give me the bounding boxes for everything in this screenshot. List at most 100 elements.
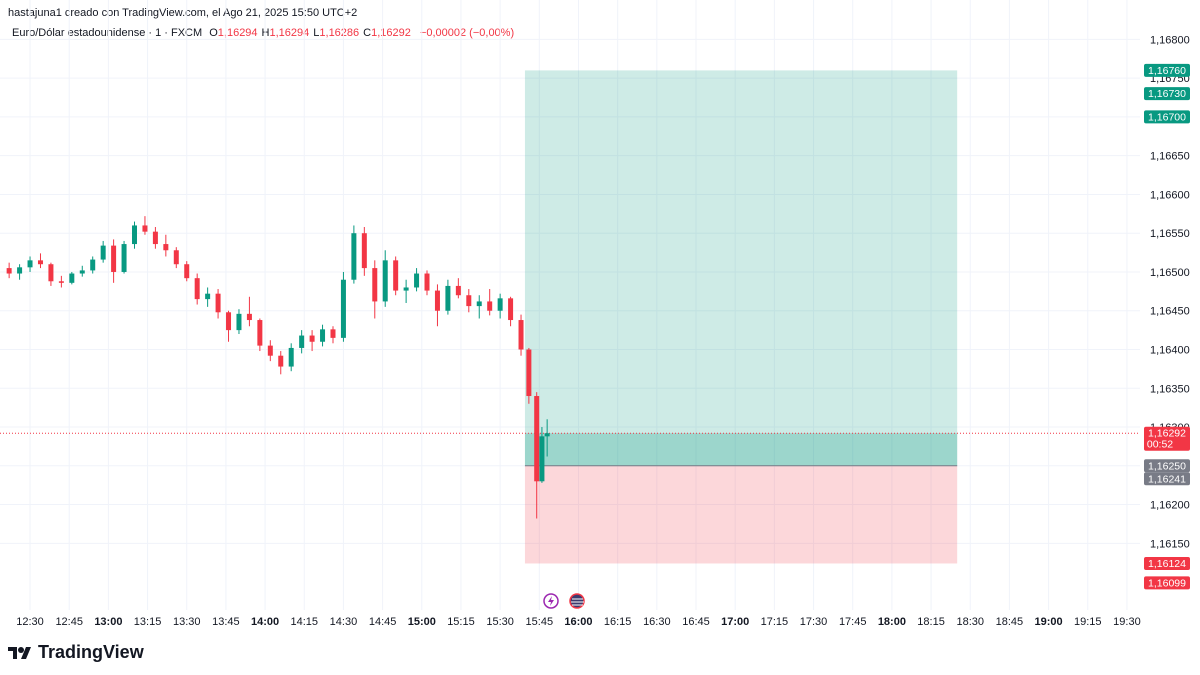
x-tick-label: 15:30 [486, 616, 514, 628]
x-tick-label: 12:45 [55, 616, 83, 628]
x-tick-label: 18:00 [878, 616, 906, 628]
candle-body [58, 281, 64, 283]
price-tag [1144, 87, 1190, 101]
x-tick-label: 18:30 [956, 616, 984, 628]
candle-body [309, 335, 315, 342]
price-change: −0,00002 (−0,00%) [419, 27, 515, 39]
candle-body [539, 436, 545, 482]
candle-body [434, 290, 440, 311]
candle-body [69, 273, 75, 283]
candle-body [152, 231, 158, 245]
price-tag-label: 1,16124 [1148, 558, 1186, 570]
y-tick-label: 1,16500 [1150, 267, 1190, 279]
candle-body [403, 287, 409, 291]
x-tick-label: 15:00 [408, 616, 436, 628]
x-tick-label: 16:15 [604, 616, 632, 628]
logo-text: TradingView [38, 642, 144, 662]
target-zone [524, 70, 958, 466]
y-tick-label: 1,16600 [1150, 189, 1190, 201]
candle-body [184, 264, 190, 279]
x-tick-label: 13:30 [173, 616, 201, 628]
candle-body [393, 260, 399, 291]
y-tick-label: 1,16400 [1150, 345, 1190, 357]
candle-body [79, 270, 85, 274]
candle-body [372, 268, 378, 302]
candle-body [445, 285, 451, 311]
event-icon-glyph [571, 598, 584, 606]
candle-body [226, 312, 232, 331]
candle-body [6, 268, 12, 274]
x-tick-label: 16:45 [682, 616, 710, 628]
x-tick-label: 13:15 [134, 616, 162, 628]
candle-body [163, 244, 169, 251]
price-tag-label: 1,16760 [1148, 65, 1186, 77]
x-tick-label: 14:00 [251, 616, 279, 628]
x-tick-label: 16:00 [564, 616, 592, 628]
candle-body [497, 298, 503, 311]
price-tag-label: 1,16250 [1148, 460, 1186, 472]
candle-body [534, 396, 540, 482]
x-tick-label: 17:45 [839, 616, 867, 628]
candle-body [455, 285, 461, 296]
candle-body [288, 347, 294, 367]
candle-body [17, 267, 23, 274]
event-icon[interactable] [569, 593, 585, 609]
candle-body [121, 244, 127, 272]
candle-body [37, 260, 43, 265]
logo-icon [8, 646, 31, 659]
ohlc-key: L [313, 27, 320, 39]
price-tag-label: 1,16700 [1148, 111, 1186, 123]
stop-zone [524, 465, 958, 564]
open-profit-zone [524, 433, 958, 466]
candle-body [257, 320, 263, 346]
candle-body [267, 345, 273, 356]
x-tick-label: 15:45 [526, 616, 554, 628]
ohlc-key: C [363, 27, 372, 39]
price-tag [1144, 459, 1190, 473]
x-tick-label: 17:15 [761, 616, 789, 628]
x-tick-label: 14:15 [290, 616, 318, 628]
y-tick-label: 1,16200 [1150, 500, 1190, 512]
candle-body [526, 349, 532, 397]
x-tick-label: 12:30 [16, 616, 44, 628]
candle-body [27, 260, 33, 268]
price-tag-label: 1,16241 [1148, 473, 1186, 485]
candle-body [236, 313, 242, 331]
candle-body [340, 279, 346, 338]
x-tick-label: 19:15 [1074, 616, 1102, 628]
candle-body [330, 329, 336, 338]
candle-body [476, 301, 482, 307]
price-tag-label: 1,16292 [1148, 428, 1186, 440]
x-tick-label: 19:00 [1035, 616, 1063, 628]
ohlc-key: O [209, 27, 218, 39]
candle-body [508, 298, 514, 321]
candle-body [142, 225, 148, 232]
candle-body [111, 245, 117, 272]
candle-body [299, 335, 305, 348]
y-tick-label: 1,16150 [1150, 538, 1190, 550]
candle-body [382, 260, 388, 302]
y-tick-label: 1,16550 [1150, 228, 1190, 240]
ohlc-value: 1,16294 [269, 27, 310, 39]
candle-body [466, 295, 472, 307]
ohlc-value: 1,16292 [371, 27, 411, 39]
event-icon-glyph [548, 596, 554, 606]
y-tick-label: 1,16650 [1150, 151, 1190, 163]
x-tick-label: 15:15 [447, 616, 475, 628]
x-tick-label: 18:15 [917, 616, 945, 628]
price-tag-label: 1,16730 [1148, 88, 1186, 100]
price-tag [1144, 556, 1190, 570]
x-tick-label: 18:45 [996, 616, 1024, 628]
x-tick-label: 19:30 [1113, 616, 1141, 628]
candle-body [351, 233, 357, 280]
price-tag [1144, 426, 1190, 451]
author-line: hastajuna1 creado con TradingView.com, e… [8, 7, 358, 19]
price-tag [1144, 63, 1190, 77]
ohlc-value: 1,16286 [319, 27, 360, 39]
candle-body [246, 313, 252, 321]
candle-body [194, 278, 200, 300]
price-tag [1144, 576, 1190, 590]
price-tag-countdown: 00:52 [1147, 439, 1173, 451]
footer-logo: TradingView [8, 642, 144, 663]
